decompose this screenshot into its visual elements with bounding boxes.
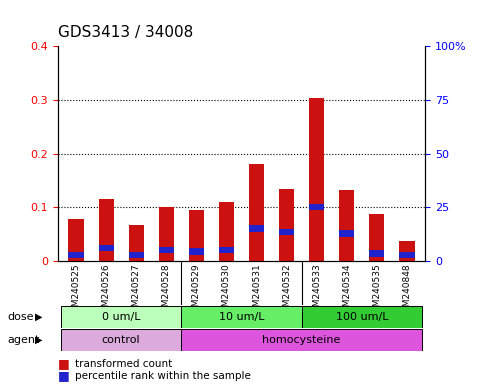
Text: control: control [102,335,141,345]
Bar [99,245,114,252]
Text: GSM240848: GSM240848 [402,263,412,318]
Bar [159,247,174,253]
Bar [249,225,264,232]
Bar [99,199,114,261]
Text: agent: agent [7,335,40,345]
Text: GSM240530: GSM240530 [222,263,231,318]
Text: 10 um/L: 10 um/L [219,312,264,322]
Bar [61,329,181,351]
Text: transformed count: transformed count [75,359,172,369]
Text: ▶: ▶ [35,335,43,345]
Bar [69,252,84,258]
Text: percentile rank within the sample: percentile rank within the sample [75,371,251,381]
Text: GSM240526: GSM240526 [101,263,111,318]
Text: dose: dose [7,312,34,322]
Bar [279,189,294,261]
Bar [69,219,84,261]
Bar [219,247,234,253]
Bar [181,329,422,351]
Text: ■: ■ [58,358,70,371]
Bar [369,214,384,261]
Text: GSM240534: GSM240534 [342,263,351,318]
Bar [128,252,144,258]
Bar [339,190,355,261]
Text: ▶: ▶ [35,312,43,322]
Text: GSM240535: GSM240535 [372,263,382,318]
Bar [399,252,414,258]
Bar [279,229,294,235]
Text: GSM240528: GSM240528 [162,263,171,318]
Bar [219,202,234,261]
Bar [369,250,384,257]
Bar [399,241,414,261]
Text: GSM240532: GSM240532 [282,263,291,318]
Bar [309,98,324,261]
Text: 0 um/L: 0 um/L [102,312,141,322]
Bar [249,164,264,261]
Text: GSM240529: GSM240529 [192,263,201,318]
Bar [159,207,174,261]
Text: GSM240527: GSM240527 [132,263,141,318]
Text: GSM240525: GSM240525 [71,263,81,318]
Bar [302,306,422,328]
Bar [128,225,144,261]
Bar [189,210,204,261]
Bar [189,248,204,255]
Bar [181,306,302,328]
Text: ■: ■ [58,369,70,382]
Text: homocysteine: homocysteine [262,335,341,345]
Text: GSM240531: GSM240531 [252,263,261,318]
Bar [339,230,355,237]
Bar [61,306,181,328]
Text: GSM240533: GSM240533 [312,263,321,318]
Text: 100 um/L: 100 um/L [336,312,388,322]
Bar [309,204,324,210]
Text: GDS3413 / 34008: GDS3413 / 34008 [58,25,193,40]
